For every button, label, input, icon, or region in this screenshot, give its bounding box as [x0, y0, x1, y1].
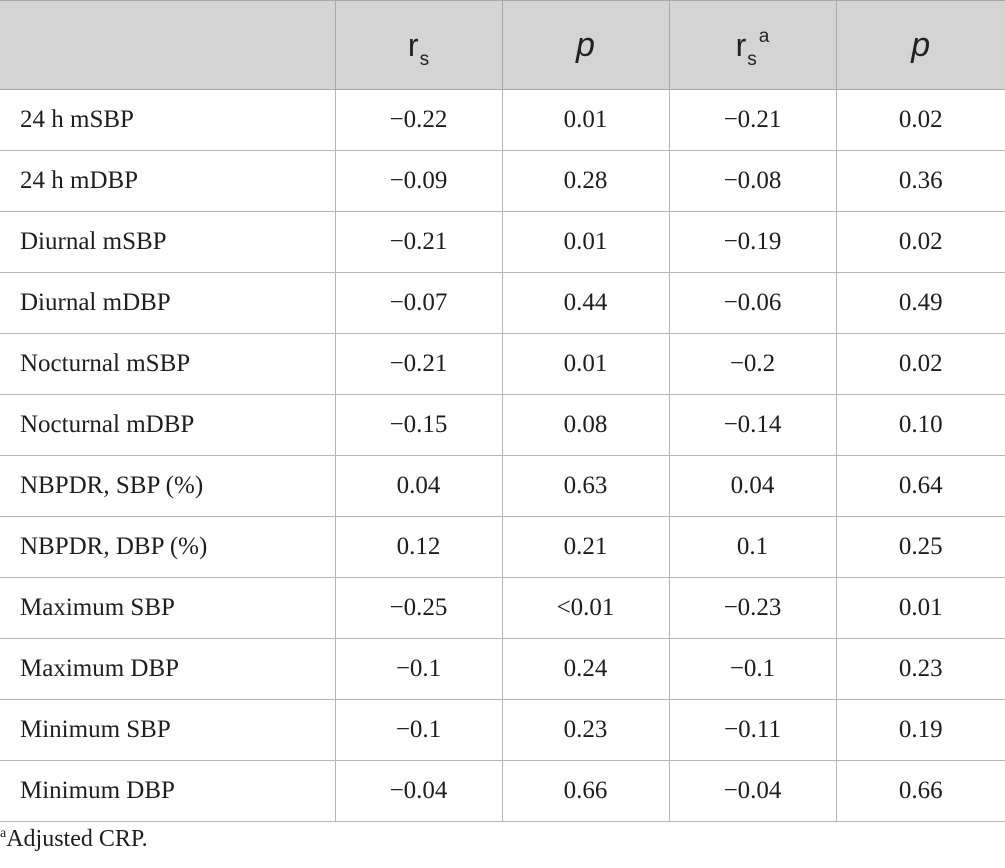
cell-rs-adjusted: −0.21 — [668, 89, 837, 151]
header-p-adj-label: p — [911, 25, 931, 64]
table-row: NBPDR, DBP (%) 0.12 0.21 0.1 0.25 — [0, 516, 1005, 578]
header-rs-adj-superscript: a — [758, 25, 770, 47]
cell-rs: 0.12 — [334, 516, 503, 578]
cell-rs: −0.25 — [334, 577, 503, 639]
row-label: Maximum SBP — [0, 577, 336, 639]
cell-p: 0.21 — [501, 516, 670, 578]
correlation-table-container: rs p rsa p 24 h mSBP −0.22 0.01 −0.21 0.02 24… — [0, 0, 1005, 822]
cell-p: 0.01 — [501, 89, 670, 151]
table-row: Maximum DBP −0.1 0.24 −0.1 0.23 — [0, 638, 1005, 700]
cell-p: 0.01 — [501, 211, 670, 273]
cell-rs: −0.21 — [334, 333, 503, 395]
header-p-adjusted: p — [835, 0, 1005, 90]
table-row: Maximum SBP −0.25 <0.01 −0.23 0.01 — [0, 577, 1005, 639]
table-body: 24 h mSBP −0.22 0.01 −0.21 0.02 24 h mDBP −0.0… — [0, 89, 1005, 822]
cell-rs-adjusted: −0.14 — [668, 394, 837, 456]
row-label: Nocturnal mSBP — [0, 333, 336, 395]
cell-rs-adjusted: 0.04 — [668, 455, 837, 517]
cell-rs-adjusted: −0.19 — [668, 211, 837, 273]
row-label: Minimum DBP — [0, 760, 336, 822]
cell-p-adjusted: 0.19 — [835, 699, 1005, 761]
cell-p-adjusted: 0.02 — [835, 89, 1005, 151]
cell-p: 0.24 — [501, 638, 670, 700]
cell-p: <0.01 — [501, 577, 670, 639]
cell-rs: −0.21 — [334, 211, 503, 273]
cell-rs: −0.22 — [334, 89, 503, 151]
table-header: rs p rsa p — [0, 0, 1005, 90]
cell-p-adjusted: 0.23 — [835, 638, 1005, 700]
header-blank — [0, 0, 336, 90]
footnote-marker: a — [0, 826, 7, 841]
header-rs-symbol: r — [407, 26, 419, 63]
header-rs: rs — [334, 0, 503, 90]
table-row: 24 h mDBP −0.09 0.28 −0.08 0.36 — [0, 150, 1005, 212]
cell-rs-adjusted: −0.08 — [668, 150, 837, 212]
cell-rs-adjusted: −0.04 — [668, 760, 837, 822]
cell-rs: −0.1 — [334, 638, 503, 700]
row-label: Maximum DBP — [0, 638, 336, 700]
cell-p: 0.44 — [501, 272, 670, 334]
cell-rs-adjusted: −0.23 — [668, 577, 837, 639]
cell-rs: −0.1 — [334, 699, 503, 761]
cell-p-adjusted: 0.25 — [835, 516, 1005, 578]
table-row: Nocturnal mSBP −0.21 0.01 −0.2 0.02 — [0, 333, 1005, 395]
table-row: NBPDR, SBP (%) 0.04 0.63 0.04 0.64 — [0, 455, 1005, 517]
cell-rs: 0.04 — [334, 455, 503, 517]
row-label: NBPDR, SBP (%) — [0, 455, 336, 517]
cell-p: 0.63 — [501, 455, 670, 517]
row-label: NBPDR, DBP (%) — [0, 516, 336, 578]
cell-rs: −0.04 — [334, 760, 503, 822]
table-row: 24 h mSBP −0.22 0.01 −0.21 0.02 — [0, 89, 1005, 151]
cell-p: 0.28 — [501, 150, 670, 212]
table-row: Minimum DBP −0.04 0.66 −0.04 0.66 — [0, 760, 1005, 822]
footnote-text: Adjusted CRP. — [6, 826, 148, 852]
cell-p: 0.08 — [501, 394, 670, 456]
cell-rs: −0.15 — [334, 394, 503, 456]
cell-p-adjusted: 0.64 — [835, 455, 1005, 517]
cell-rs-adjusted: −0.2 — [668, 333, 837, 395]
cell-p-adjusted: 0.02 — [835, 333, 1005, 395]
cell-rs: −0.07 — [334, 272, 503, 334]
cell-p-adjusted: 0.10 — [835, 394, 1005, 456]
cell-p: 0.23 — [501, 699, 670, 761]
cell-rs: −0.09 — [334, 150, 503, 212]
table-footnote: aAdjusted CRP. — [0, 826, 148, 853]
header-rs-adjusted: rsa — [668, 0, 837, 90]
table-row: Diurnal mSBP −0.21 0.01 −0.19 0.02 — [0, 211, 1005, 273]
table-row: Minimum SBP −0.1 0.23 −0.11 0.19 — [0, 699, 1005, 761]
table-row: Diurnal mDBP −0.07 0.44 −0.06 0.49 — [0, 272, 1005, 334]
row-label: Diurnal mSBP — [0, 211, 336, 273]
cell-p-adjusted: 0.36 — [835, 150, 1005, 212]
cell-rs-adjusted: −0.1 — [668, 638, 837, 700]
cell-p: 0.01 — [501, 333, 670, 395]
header-p-label: p — [576, 25, 595, 64]
row-label: 24 h mSBP — [0, 89, 336, 151]
cell-p-adjusted: 0.01 — [835, 577, 1005, 639]
header-row: rs p rsa p — [0, 0, 1005, 90]
cell-p-adjusted: 0.02 — [835, 211, 1005, 273]
row-label: Minimum SBP — [0, 699, 336, 761]
header-rs-adj-symbol: r — [735, 26, 747, 63]
header-rs-adj-subscript: s — [747, 48, 757, 70]
header-rs-subscript: s — [419, 48, 430, 70]
cell-p-adjusted: 0.49 — [835, 272, 1005, 334]
cell-rs-adjusted: 0.1 — [668, 516, 837, 578]
cell-rs-adjusted: −0.06 — [668, 272, 837, 334]
row-label: 24 h mDBP — [0, 150, 336, 212]
cell-p: 0.66 — [501, 760, 670, 822]
correlation-table: rs p rsa p 24 h mSBP −0.22 0.01 −0.21 0.02 24… — [0, 0, 1005, 822]
header-p: p — [501, 0, 670, 90]
table-row: Nocturnal mDBP −0.15 0.08 −0.14 0.10 — [0, 394, 1005, 456]
cell-p-adjusted: 0.66 — [835, 760, 1005, 822]
row-label: Diurnal mDBP — [0, 272, 336, 334]
row-label: Nocturnal mDBP — [0, 394, 336, 456]
cell-rs-adjusted: −0.11 — [668, 699, 837, 761]
